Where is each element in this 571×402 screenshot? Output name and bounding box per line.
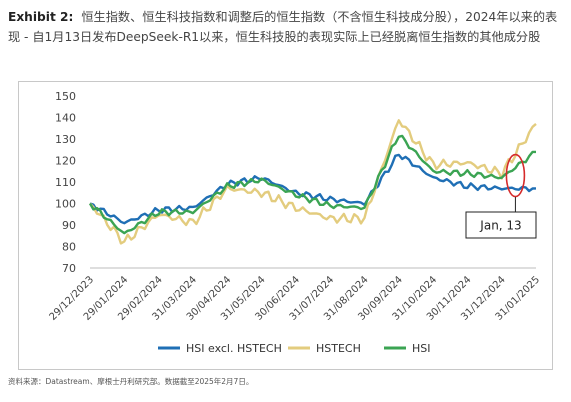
source-footnote: 资料来源：Datastream、摩根士丹利研究部。数据截至2025年2月7日。 [8,377,254,386]
exhibit-title-text: 恒生指数、恒生科技指数和调整后的恒生指数（不含恒生科技成分股），2024年以来的… [8,10,558,44]
y-tick-label-140: 140 [55,112,76,125]
annotation-box [465,211,537,239]
exhibit-title: Exhibit 2: 恒生指数、恒生科技指数和调整后的恒生指数（不含恒生科技成分股… [8,7,564,47]
exhibit-label: Exhibit 2: [8,10,74,24]
highlight-ellipse [505,153,526,198]
y-tick-label-110: 110 [55,176,76,189]
series-line-2 [88,134,536,235]
y-tick-label-130: 130 [55,133,76,146]
legend-label-0: HSI excl. HSTECH [186,342,282,355]
y-tick-label-120: 120 [55,155,76,168]
y-tick-label-100: 100 [55,198,76,211]
y-tick-label-70: 70 [62,262,76,275]
y-tick-label-80: 80 [62,241,76,254]
legend-label-2: HSI [412,342,431,355]
annotation-label: Jan, 13 [479,219,521,233]
series-line-1 [89,119,537,245]
legend-label-1: HSTECH [316,342,361,355]
y-tick-label-150: 150 [55,90,76,103]
chart-frame [18,81,553,370]
y-tick-label-90: 90 [62,219,76,232]
